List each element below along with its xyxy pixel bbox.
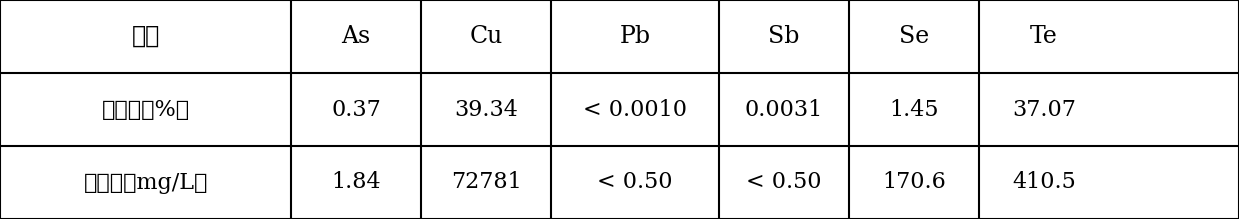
- Text: 1.45: 1.45: [890, 99, 938, 120]
- Text: Se: Se: [898, 25, 929, 48]
- Text: 高铜液（mg/L）: 高铜液（mg/L）: [83, 171, 208, 194]
- Text: Te: Te: [1030, 25, 1058, 48]
- Text: Pb: Pb: [620, 25, 650, 48]
- Text: 1.84: 1.84: [331, 171, 382, 194]
- Text: Cu: Cu: [470, 25, 503, 48]
- Text: Sb: Sb: [768, 25, 799, 48]
- Text: < 0.50: < 0.50: [597, 171, 673, 194]
- Text: 0.37: 0.37: [331, 99, 382, 120]
- Text: As: As: [342, 25, 370, 48]
- Text: < 0.0010: < 0.0010: [584, 99, 686, 120]
- Text: 39.34: 39.34: [455, 99, 518, 120]
- Text: 170.6: 170.6: [882, 171, 945, 194]
- Text: 37.07: 37.07: [1012, 99, 1075, 120]
- Text: 0.0031: 0.0031: [745, 99, 823, 120]
- Text: 療铜渣（%）: 療铜渣（%）: [102, 99, 190, 120]
- Text: 72781: 72781: [451, 171, 522, 194]
- Text: < 0.50: < 0.50: [746, 171, 821, 194]
- Text: 410.5: 410.5: [1012, 171, 1075, 194]
- Text: 名称: 名称: [131, 25, 160, 48]
